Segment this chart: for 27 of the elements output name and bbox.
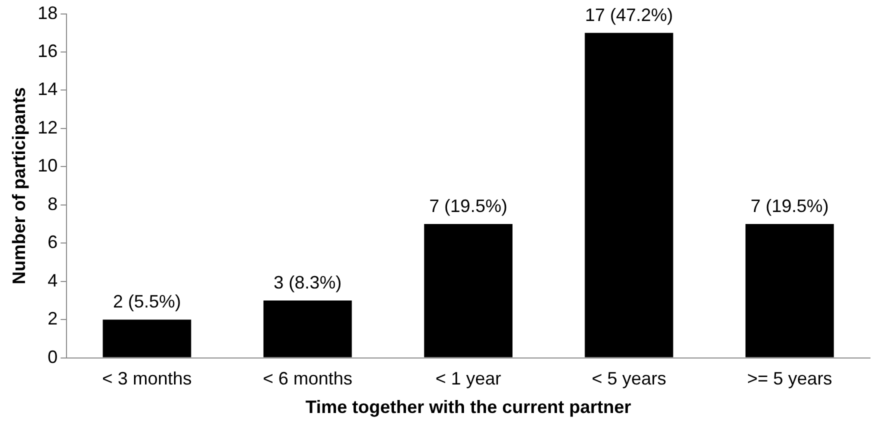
bar <box>745 224 834 358</box>
x-tick-label: < 1 year <box>436 368 502 389</box>
y-tick-label: 14 <box>38 79 58 100</box>
data-label: 17 (47.2%) <box>584 4 674 25</box>
y-tick-label: 12 <box>38 117 58 138</box>
y-tick-label: 2 <box>48 308 58 329</box>
bar <box>584 32 674 358</box>
x-tick-label: < 6 months <box>262 368 352 389</box>
data-label: 2 (5.5%) <box>112 292 181 312</box>
bar <box>102 320 192 358</box>
y-tick-label: 16 <box>38 40 58 61</box>
bar <box>263 300 352 358</box>
y-tick-label: 4 <box>48 270 58 290</box>
y-tick-label: 8 <box>48 194 58 214</box>
x-tick-label: >= 5 years <box>747 368 832 389</box>
x-tick-label: < 3 months <box>102 368 192 389</box>
y-tick-label: 6 <box>48 232 58 252</box>
y-axis-title: Number of participants <box>8 87 29 284</box>
y-tick-label: 10 <box>38 156 58 176</box>
y-tick-label: 0 <box>48 346 58 367</box>
data-label: 7 (19.5%) <box>429 196 508 216</box>
x-axis-title: Time together with the current partner <box>305 397 632 418</box>
x-tick-label: < 5 years <box>592 368 666 389</box>
data-label: 7 (19.5%) <box>750 196 829 216</box>
data-label: 3 (8.3%) <box>274 272 342 292</box>
y-tick-label: 18 <box>38 2 58 23</box>
bar <box>424 224 512 358</box>
